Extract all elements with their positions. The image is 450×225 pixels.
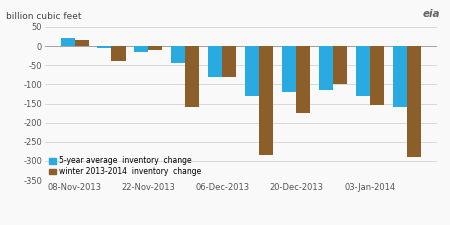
Bar	[112, 46, 126, 61]
Bar	[259, 46, 273, 155]
Bar	[98, 46, 112, 48]
Bar	[407, 46, 421, 157]
Text: eia: eia	[423, 9, 441, 19]
Bar	[222, 46, 236, 77]
Bar	[171, 46, 185, 63]
Bar	[356, 46, 370, 96]
Legend: 5-year average  inventory  change, winter 2013-2014  inventory  change: 5-year average inventory change, winter …	[49, 156, 201, 176]
Bar	[60, 38, 75, 46]
Bar	[148, 46, 162, 50]
Bar	[282, 46, 296, 92]
Bar	[208, 46, 222, 77]
Bar	[135, 46, 148, 52]
Bar	[296, 46, 310, 113]
Bar	[185, 46, 199, 107]
Bar	[370, 46, 384, 105]
Text: billion cubic feet: billion cubic feet	[6, 12, 81, 21]
Bar	[75, 40, 89, 46]
Bar	[393, 46, 407, 107]
Bar	[333, 46, 347, 84]
Bar	[245, 46, 259, 96]
Bar	[319, 46, 333, 90]
